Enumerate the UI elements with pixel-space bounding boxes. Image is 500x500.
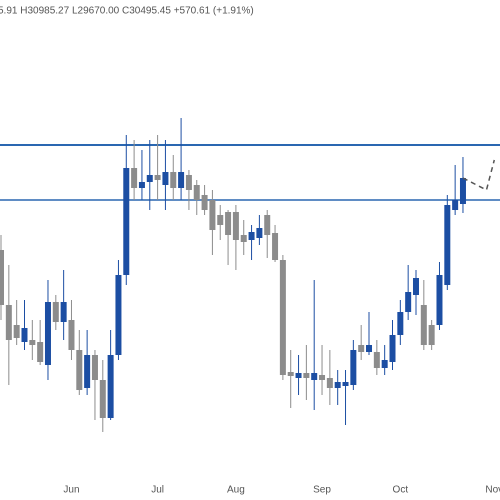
candle-body bbox=[123, 168, 130, 275]
candle-body bbox=[334, 382, 341, 388]
candle-body bbox=[436, 275, 443, 325]
candle-body bbox=[373, 352, 380, 368]
candle-body bbox=[256, 228, 263, 238]
candle-body bbox=[248, 232, 255, 240]
candle-body bbox=[76, 350, 83, 390]
candle-body bbox=[232, 212, 239, 240]
candle-body bbox=[303, 373, 310, 378]
candle-body bbox=[21, 328, 28, 342]
candle-body bbox=[91, 355, 98, 380]
candle-body bbox=[295, 373, 302, 378]
x-tick-label: Sep bbox=[313, 485, 331, 496]
x-tick-label: Oct bbox=[393, 485, 409, 496]
candle-body bbox=[326, 378, 333, 388]
candle-body bbox=[138, 182, 145, 188]
candle-body bbox=[459, 178, 466, 204]
candle-body bbox=[412, 278, 419, 295]
projection-line bbox=[462, 159, 496, 192]
candle-body bbox=[170, 172, 177, 188]
candle-body bbox=[162, 172, 169, 185]
candle-body bbox=[146, 175, 153, 182]
x-tick-label: Jun bbox=[63, 485, 79, 496]
candle-body bbox=[279, 260, 286, 375]
candle-body bbox=[225, 212, 232, 235]
x-tick-label: Aug bbox=[227, 485, 245, 496]
candle-body bbox=[13, 325, 20, 338]
candle-body bbox=[209, 200, 216, 230]
candle-body bbox=[107, 355, 114, 418]
candle-body bbox=[342, 382, 349, 386]
candle-body bbox=[217, 215, 224, 225]
candle-body bbox=[44, 302, 51, 365]
candle-body bbox=[389, 335, 396, 362]
candle-body bbox=[272, 233, 279, 260]
candle-body bbox=[358, 345, 365, 352]
x-tick-label: Jul bbox=[151, 485, 164, 496]
candle-body bbox=[29, 340, 36, 345]
candle-body bbox=[193, 185, 200, 200]
candle-body bbox=[381, 360, 388, 368]
candle-body bbox=[115, 275, 122, 355]
candle-body bbox=[428, 325, 435, 345]
candle-body bbox=[52, 302, 59, 322]
candle-body bbox=[397, 312, 404, 335]
candle-body bbox=[444, 205, 451, 285]
candle-body bbox=[131, 168, 138, 188]
candle-body bbox=[154, 175, 161, 180]
candle-body bbox=[405, 292, 412, 312]
candle-body bbox=[178, 172, 185, 188]
x-tick-label: Nov bbox=[485, 485, 500, 496]
candle-body bbox=[452, 200, 459, 210]
candle-body bbox=[68, 320, 75, 350]
candle-body bbox=[60, 302, 67, 322]
candle-body bbox=[311, 373, 318, 380]
candle-body bbox=[84, 355, 91, 388]
candle-body bbox=[37, 342, 44, 362]
ohlc-header: 5.91 H30985.27 L29670.00 C30495.45 +570.… bbox=[0, 6, 254, 17]
candle-body bbox=[240, 235, 247, 242]
candle-body bbox=[350, 350, 357, 385]
candle-body bbox=[185, 175, 192, 190]
candle-body bbox=[5, 305, 12, 340]
candle-body bbox=[264, 215, 271, 235]
candle-body bbox=[99, 380, 106, 418]
candle-body bbox=[420, 305, 427, 345]
candle-body bbox=[287, 372, 294, 376]
candle-body bbox=[201, 195, 208, 210]
candle-body bbox=[366, 345, 373, 352]
candle-body bbox=[0, 250, 4, 305]
candle-body bbox=[319, 375, 326, 380]
